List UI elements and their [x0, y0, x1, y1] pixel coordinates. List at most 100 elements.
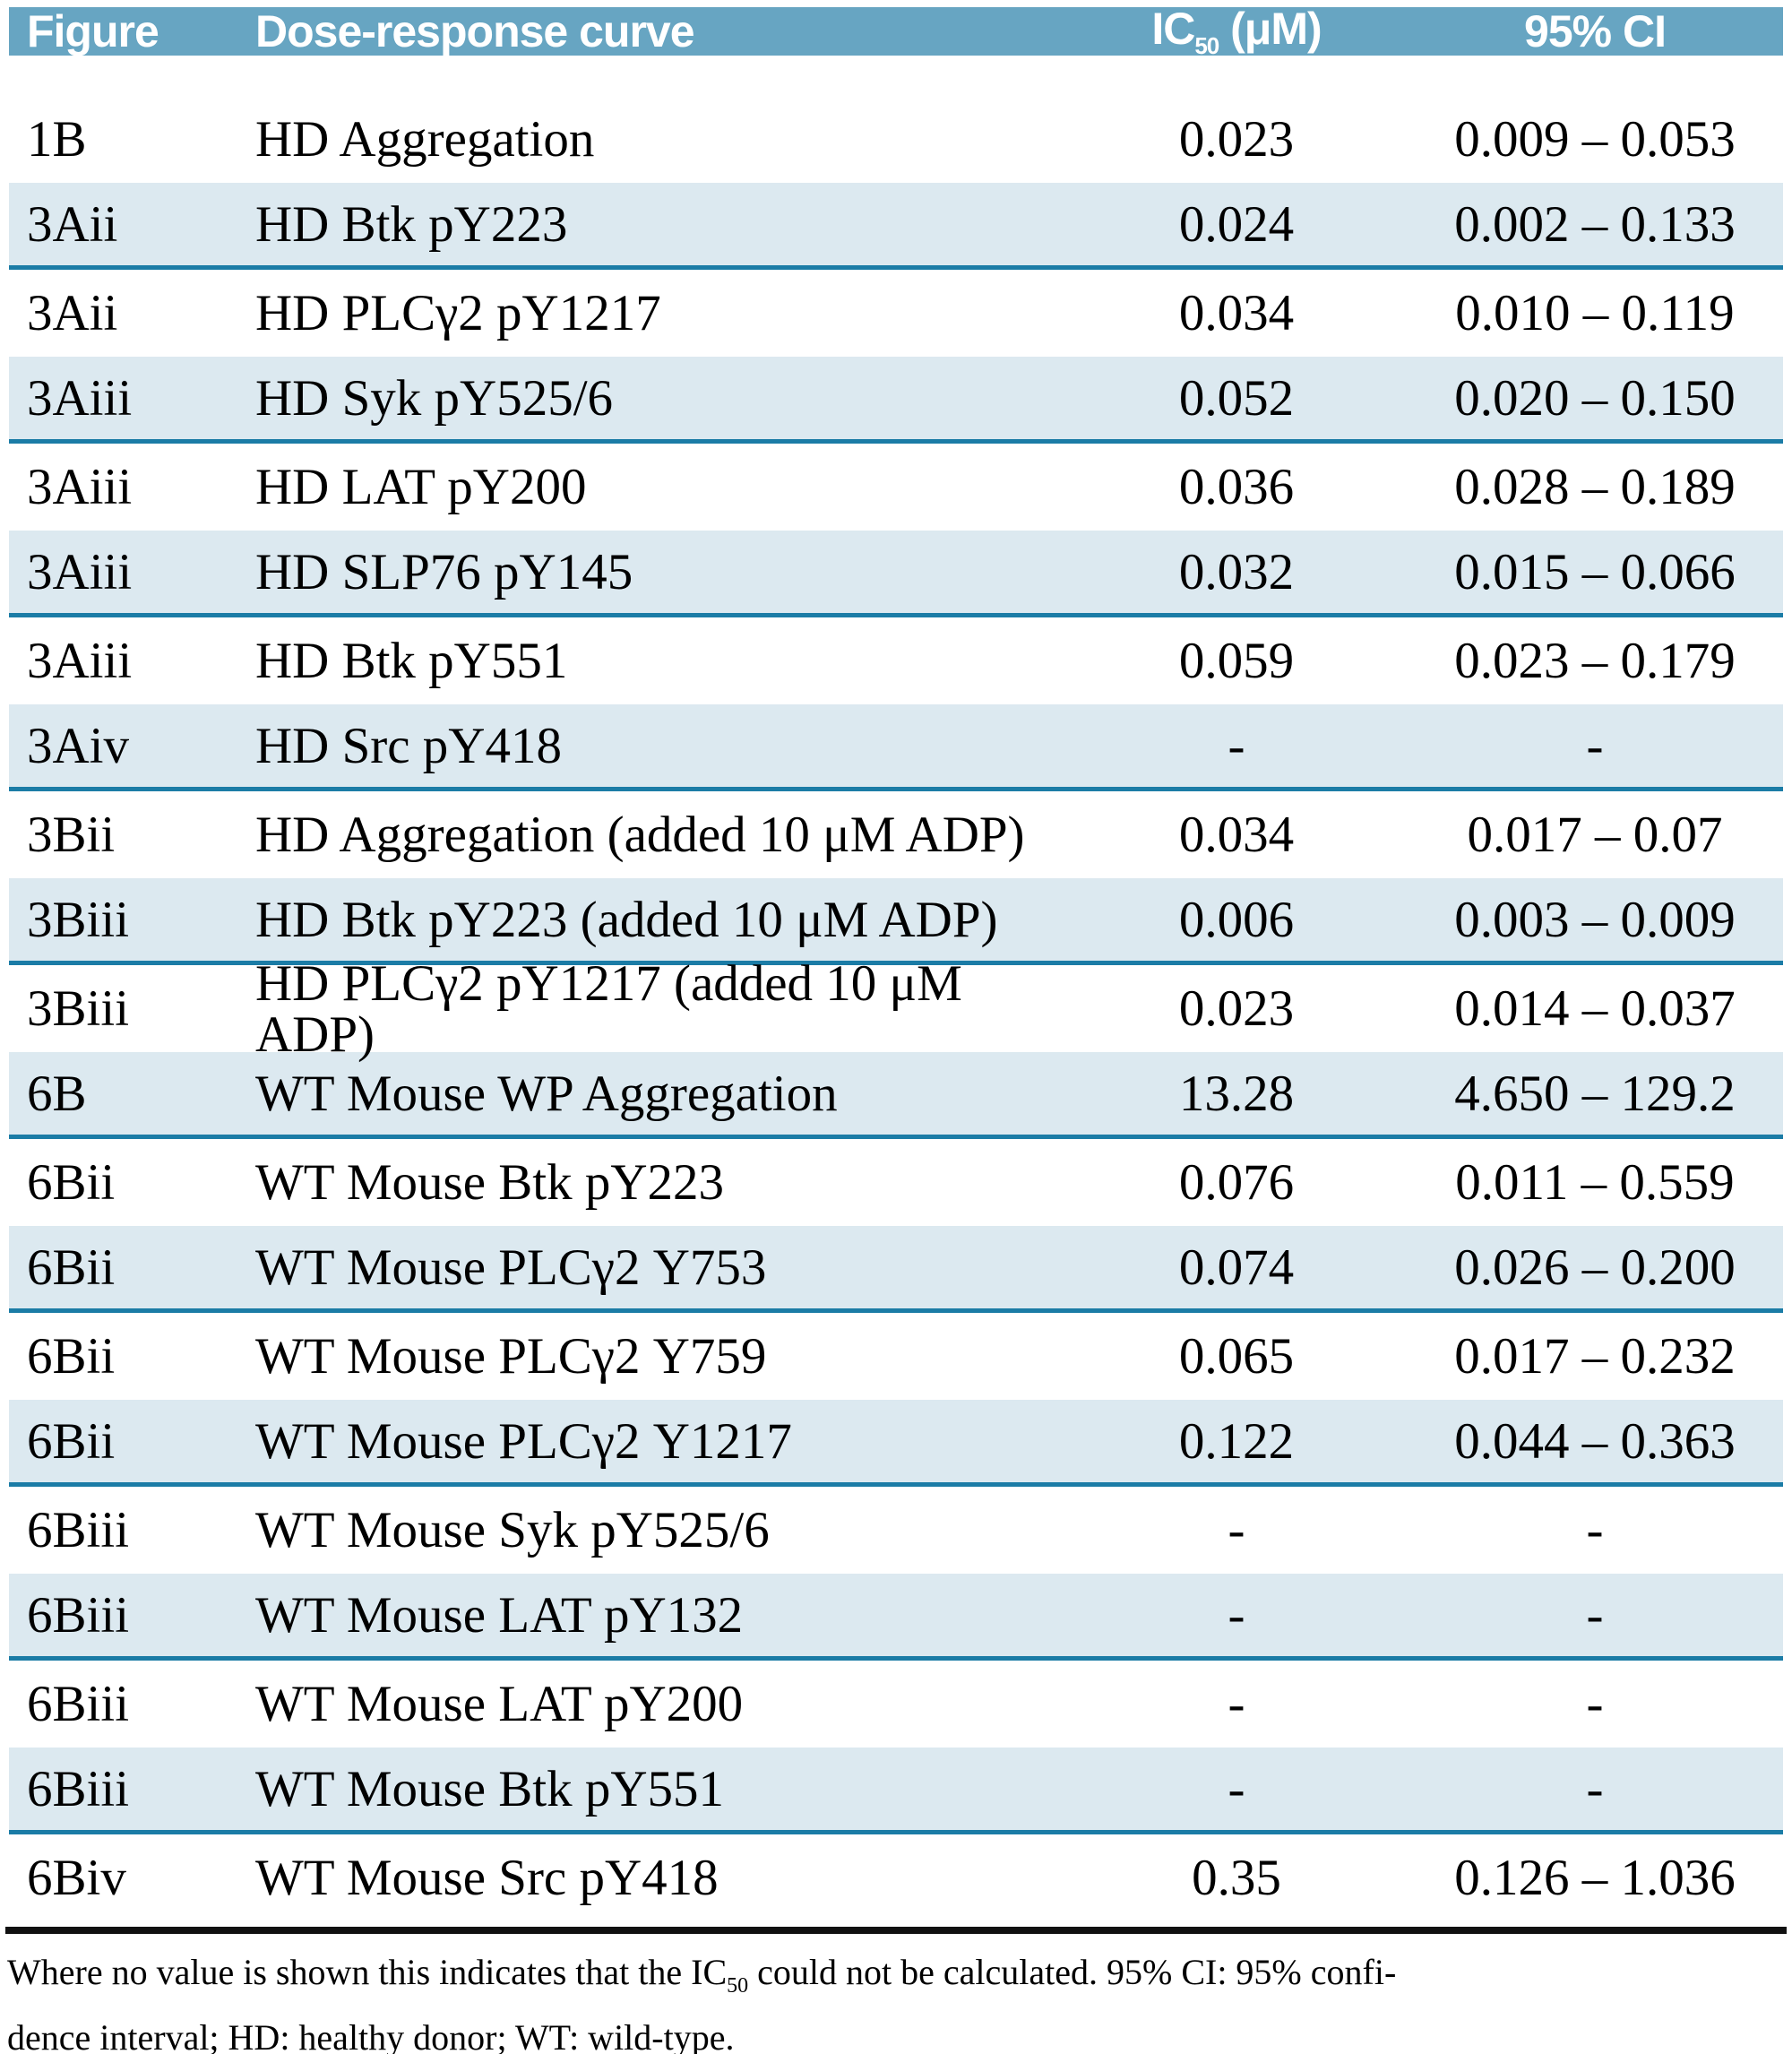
- cell-figure: 3Aiii: [27, 543, 133, 600]
- column-header-dose-response-curve: Dose-response curve: [255, 6, 695, 56]
- cell-ci: 0.023 – 0.179: [1454, 633, 1736, 689]
- table-row: 6Bii WT Mouse PLCγ2 Y759 0.065 0.017 – 0…: [9, 1313, 1783, 1400]
- table-row: 6Biii WT Mouse LAT pY200 - -: [9, 1661, 1783, 1748]
- cell-figure: 6Biii: [27, 1676, 130, 1732]
- cell-ci: -: [1586, 1502, 1604, 1558]
- cell-ci: 0.015 – 0.066: [1454, 543, 1736, 600]
- footnote-ic50-subscript: 50: [727, 1974, 749, 1998]
- cell-ic50: -: [1228, 717, 1245, 774]
- cell-ic50: -: [1228, 1586, 1245, 1644]
- footnote-line2: dence interval; HD: healthy donor; WT: w…: [7, 2017, 735, 2054]
- cell-ci: 0.010 – 0.119: [1455, 285, 1735, 341]
- cell-ic50: -: [1228, 1502, 1245, 1558]
- cell-ic50: 13.28: [1178, 1065, 1295, 1122]
- cell-figure: 6Bii: [27, 1328, 116, 1385]
- cell-curve: HD PLCγ2 pY1217 (added 10 μM ADP): [255, 954, 962, 1063]
- cell-ic50: 0.023: [1178, 111, 1295, 168]
- cell-curve: WT Mouse LAT pY132: [255, 1586, 744, 1644]
- cell-ci: 0.009 – 0.053: [1454, 111, 1736, 168]
- cell-curve: HD Src pY418: [255, 717, 562, 774]
- cell-ic50: 0.023: [1178, 980, 1295, 1037]
- cell-curve: WT Mouse WP Aggregation: [255, 1065, 838, 1122]
- cell-ci: 0.017 – 0.232: [1454, 1328, 1736, 1385]
- table-body: 1B HD Aggregation 0.023 0.009 – 0.053 3A…: [9, 96, 1783, 1921]
- cell-figure: 6Biii: [27, 1760, 130, 1817]
- table-row: 3Biii HD Btk pY223 (added 10 μM ADP) 0.0…: [9, 878, 1783, 965]
- table-row: 6Bii WT Mouse PLCγ2 Y753 0.074 0.026 – 0…: [9, 1226, 1783, 1313]
- ic50-label-subscript: 50: [1194, 32, 1219, 59]
- cell-ic50: 0.034: [1178, 285, 1295, 341]
- column-header-ci: 95% CI: [1524, 6, 1667, 56]
- cell-curve: WT Mouse LAT pY200: [255, 1676, 744, 1732]
- cell-ci: 0.014 – 0.037: [1454, 980, 1736, 1037]
- cell-figure: 6Biii: [27, 1586, 130, 1644]
- cell-ci: 0.003 – 0.009: [1454, 891, 1736, 948]
- table-row: 3Biii HD PLCγ2 pY1217 (added 10 μM ADP) …: [9, 958, 1783, 1060]
- cell-ci: -: [1586, 717, 1604, 774]
- cell-ic50: 0.036: [1178, 459, 1295, 515]
- cell-ci: 0.017 – 0.07: [1467, 807, 1723, 863]
- column-header-ic50: IC50 (μM): [1066, 3, 1407, 60]
- cell-ic50: -: [1228, 1676, 1245, 1732]
- ic50-label-prefix: IC: [1151, 4, 1195, 54]
- cell-curve: HD LAT pY200: [255, 459, 587, 515]
- cell-curve: HD PLCγ2 pY1217: [255, 285, 661, 341]
- cell-figure: 3Biii: [27, 891, 130, 948]
- footnote-line1-pre: Where no value is shown this indicates t…: [7, 1952, 728, 1992]
- cell-curve: HD Aggregation (added 10 μM ADP): [255, 807, 1025, 863]
- table-row: 3Aiii HD SLP76 pY145 0.032 0.015 – 0.066: [9, 531, 1783, 617]
- table-row: 6Biv WT Mouse Src pY418 0.35 0.126 – 1.0…: [9, 1834, 1783, 1921]
- cell-ic50: 0.076: [1178, 1154, 1295, 1211]
- cell-curve: HD Aggregation: [255, 111, 595, 168]
- table-row: 6Biii WT Mouse Syk pY525/6 - -: [9, 1487, 1783, 1574]
- cell-ci: 0.002 – 0.133: [1454, 195, 1736, 253]
- cell-figure: 3Aii: [27, 285, 118, 341]
- cell-ic50: 0.032: [1178, 543, 1295, 600]
- table-row: 6Bii WT Mouse Btk pY223 0.076 0.011 – 0.…: [9, 1139, 1783, 1226]
- cell-ci: 0.126 – 1.036: [1454, 1850, 1736, 1906]
- cell-ci: -: [1586, 1760, 1604, 1817]
- cell-curve: WT Mouse Btk pY223: [255, 1154, 725, 1211]
- cell-figure: 6B: [27, 1065, 87, 1122]
- cell-ic50: 0.122: [1178, 1412, 1295, 1470]
- cell-curve: HD Syk pY525/6: [255, 369, 614, 427]
- cell-figure: 3Aiii: [27, 369, 133, 427]
- cell-ci: 4.650 – 129.2: [1454, 1065, 1736, 1122]
- cell-ci: 0.026 – 0.200: [1454, 1238, 1736, 1296]
- cell-figure: 3Bii: [27, 807, 116, 863]
- cell-figure: 6Bii: [27, 1154, 116, 1211]
- footnote-line1-post: could not be calculated. 95% CI: 95% con…: [748, 1952, 1397, 1992]
- cell-curve: HD SLP76 pY145: [255, 543, 633, 600]
- cell-curve: HD Btk pY551: [255, 633, 568, 689]
- cell-figure: 3Aiv: [27, 717, 129, 774]
- ic50-label-unit: (μM): [1219, 4, 1322, 54]
- cell-curve: WT Mouse PLCγ2 Y759: [255, 1328, 767, 1385]
- table-row: 1B HD Aggregation 0.023 0.009 – 0.053: [9, 96, 1783, 183]
- bottom-rule: [5, 1927, 1787, 1934]
- table-row: 6Bii WT Mouse PLCγ2 Y1217 0.122 0.044 – …: [9, 1400, 1783, 1487]
- cell-ic50: 0.034: [1178, 807, 1295, 863]
- cell-ci: 0.028 – 0.189: [1454, 459, 1736, 515]
- table-row: 3Aiii HD Btk pY551 0.059 0.023 – 0.179: [9, 617, 1783, 704]
- table-row: 3Bii HD Aggregation (added 10 μM ADP) 0.…: [9, 791, 1783, 878]
- cell-ci: 0.044 – 0.363: [1454, 1412, 1736, 1470]
- cell-figure: 6Biv: [27, 1850, 126, 1906]
- cell-ic50: 0.074: [1178, 1238, 1295, 1296]
- cell-figure: 6Biii: [27, 1502, 130, 1558]
- cell-figure: 3Biii: [27, 980, 130, 1037]
- cell-figure: 6Bii: [27, 1238, 116, 1296]
- cell-figure: 3Aiii: [27, 633, 133, 689]
- cell-figure: 6Bii: [27, 1412, 116, 1470]
- cell-curve: WT Mouse Syk pY525/6: [255, 1502, 770, 1558]
- cell-curve: WT Mouse PLCγ2 Y1217: [255, 1412, 792, 1470]
- cell-curve: HD Btk pY223 (added 10 μM ADP): [255, 891, 998, 948]
- cell-curve: WT Mouse PLCγ2 Y753: [255, 1238, 767, 1296]
- column-header-figure: Figure: [27, 6, 159, 56]
- cell-ic50: 0.006: [1178, 891, 1295, 948]
- table-row: 6Biii WT Mouse Btk pY551 - -: [9, 1748, 1783, 1834]
- table-row: 3Aiv HD Src pY418 - -: [9, 704, 1783, 791]
- cell-figure: 3Aii: [27, 195, 118, 253]
- table-header-row: Figure Dose-response curve IC50 (μM) 95%…: [9, 4, 1783, 59]
- table-row: 3Aiii HD LAT pY200 0.036 0.028 – 0.189: [9, 444, 1783, 531]
